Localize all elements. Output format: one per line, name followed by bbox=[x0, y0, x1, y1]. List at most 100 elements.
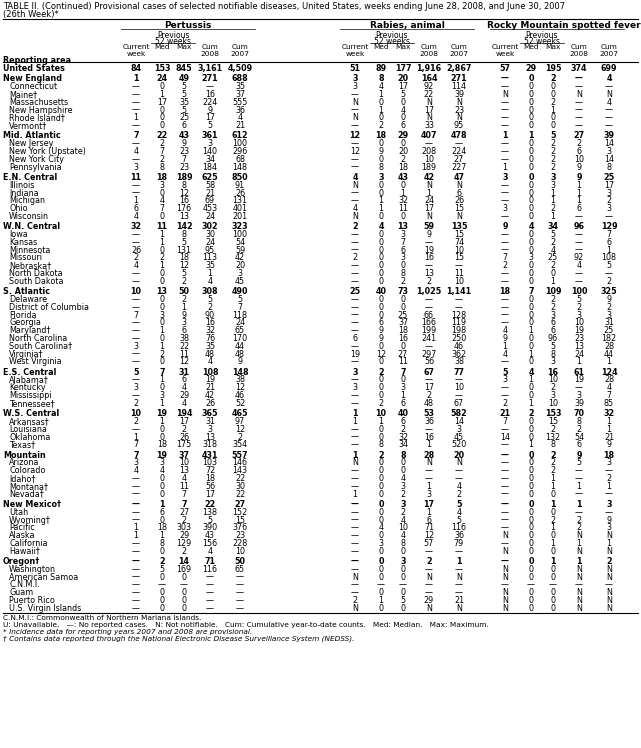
Text: 0: 0 bbox=[378, 181, 383, 190]
Text: 6: 6 bbox=[551, 319, 556, 328]
Text: 0: 0 bbox=[378, 490, 383, 499]
Text: 1: 1 bbox=[456, 557, 462, 566]
Text: 18: 18 bbox=[156, 173, 167, 182]
Text: 0: 0 bbox=[401, 98, 406, 107]
Text: 3: 3 bbox=[606, 524, 612, 533]
Text: —: — bbox=[351, 515, 359, 524]
Text: 8: 8 bbox=[181, 230, 187, 239]
Text: 65: 65 bbox=[235, 565, 245, 574]
Text: 0: 0 bbox=[528, 432, 533, 441]
Text: 5: 5 bbox=[606, 261, 612, 270]
Text: —: — bbox=[132, 277, 140, 286]
Text: 19: 19 bbox=[156, 450, 167, 459]
Text: 17: 17 bbox=[205, 490, 215, 499]
Text: 3: 3 bbox=[353, 367, 358, 376]
Text: 32: 32 bbox=[398, 196, 408, 205]
Text: N: N bbox=[426, 113, 432, 123]
Text: 6: 6 bbox=[606, 238, 612, 247]
Text: 142: 142 bbox=[176, 222, 192, 231]
Text: 19: 19 bbox=[156, 409, 167, 418]
Text: Current
week: Current week bbox=[341, 44, 369, 57]
Text: 0: 0 bbox=[528, 245, 533, 254]
Text: —: — bbox=[425, 375, 433, 384]
Text: 1: 1 bbox=[551, 539, 556, 548]
Text: 56: 56 bbox=[424, 358, 434, 367]
Text: Previous: Previous bbox=[526, 31, 558, 40]
Text: —: — bbox=[132, 155, 140, 164]
Text: 0: 0 bbox=[378, 303, 383, 312]
Text: Current
week: Current week bbox=[491, 44, 519, 57]
Text: 0: 0 bbox=[401, 261, 406, 270]
Text: 17: 17 bbox=[424, 383, 434, 392]
Text: 2: 2 bbox=[551, 261, 556, 270]
Text: 76: 76 bbox=[205, 334, 215, 343]
Text: —: — bbox=[132, 547, 140, 556]
Text: 10: 10 bbox=[179, 459, 189, 468]
Text: 1,025: 1,025 bbox=[417, 287, 442, 296]
Text: Max: Max bbox=[395, 44, 411, 50]
Text: 3: 3 bbox=[576, 391, 581, 400]
Text: 116: 116 bbox=[203, 565, 217, 574]
Text: 24: 24 bbox=[235, 319, 245, 328]
Text: 2: 2 bbox=[551, 204, 556, 213]
Text: —: — bbox=[351, 188, 359, 197]
Text: N: N bbox=[606, 90, 612, 99]
Text: —: — bbox=[351, 557, 359, 566]
Text: 95: 95 bbox=[205, 245, 215, 254]
Text: —: — bbox=[206, 604, 214, 613]
Text: 8: 8 bbox=[181, 181, 187, 190]
Text: Reporting area: Reporting area bbox=[3, 56, 71, 65]
Text: Massachusetts: Massachusetts bbox=[9, 98, 68, 107]
Text: 20: 20 bbox=[397, 74, 408, 83]
Text: 0: 0 bbox=[528, 474, 533, 483]
Text: —: — bbox=[351, 303, 359, 312]
Text: —: — bbox=[575, 113, 583, 123]
Text: Indiana: Indiana bbox=[9, 188, 38, 197]
Text: 9: 9 bbox=[208, 105, 213, 114]
Text: 271: 271 bbox=[451, 74, 467, 83]
Text: 11: 11 bbox=[156, 222, 167, 231]
Text: 9: 9 bbox=[606, 295, 612, 304]
Text: 1: 1 bbox=[606, 417, 612, 426]
Text: 4: 4 bbox=[353, 204, 358, 213]
Text: Oregon†: Oregon† bbox=[3, 557, 40, 566]
Text: * Incidence data for reporting years 2007 and 2008 are provisional.: * Incidence data for reporting years 200… bbox=[3, 628, 253, 635]
Text: —: — bbox=[605, 113, 613, 123]
Text: —: — bbox=[605, 121, 613, 130]
Text: 2: 2 bbox=[401, 155, 406, 164]
Text: C.N.M.I.: Commonwealth of Northern Mariana Islands.: C.N.M.I.: Commonwealth of Northern Maria… bbox=[3, 615, 201, 621]
Text: 1: 1 bbox=[576, 500, 582, 509]
Text: 27: 27 bbox=[454, 155, 464, 164]
Text: 77: 77 bbox=[453, 367, 465, 376]
Text: 0: 0 bbox=[378, 375, 383, 384]
Text: —: — bbox=[132, 580, 140, 589]
Text: 199: 199 bbox=[421, 326, 437, 335]
Text: 0: 0 bbox=[401, 375, 406, 384]
Text: —: — bbox=[351, 547, 359, 556]
Text: 2: 2 bbox=[551, 466, 556, 475]
Text: 0: 0 bbox=[528, 531, 533, 540]
Text: N: N bbox=[576, 531, 582, 540]
Text: 19: 19 bbox=[574, 375, 584, 384]
Text: 2: 2 bbox=[551, 295, 556, 304]
Text: 0: 0 bbox=[528, 121, 533, 130]
Text: 10: 10 bbox=[454, 245, 464, 254]
Text: 7: 7 bbox=[160, 204, 165, 213]
Text: 0: 0 bbox=[401, 604, 406, 613]
Text: 4: 4 bbox=[160, 466, 165, 475]
Text: Ohio: Ohio bbox=[9, 204, 28, 213]
Text: —: — bbox=[351, 580, 359, 589]
Text: 0: 0 bbox=[160, 334, 165, 343]
Text: —: — bbox=[501, 490, 509, 499]
Text: 16: 16 bbox=[205, 319, 215, 328]
Text: 12: 12 bbox=[424, 531, 434, 540]
Text: 27: 27 bbox=[179, 508, 189, 517]
Text: —: — bbox=[132, 105, 140, 114]
Text: 3: 3 bbox=[353, 82, 358, 91]
Text: 3: 3 bbox=[503, 173, 508, 182]
Text: 19: 19 bbox=[350, 349, 360, 358]
Text: N: N bbox=[352, 181, 358, 190]
Text: 0: 0 bbox=[378, 466, 383, 475]
Text: 33: 33 bbox=[424, 121, 434, 130]
Text: Vermont†: Vermont† bbox=[9, 121, 47, 130]
